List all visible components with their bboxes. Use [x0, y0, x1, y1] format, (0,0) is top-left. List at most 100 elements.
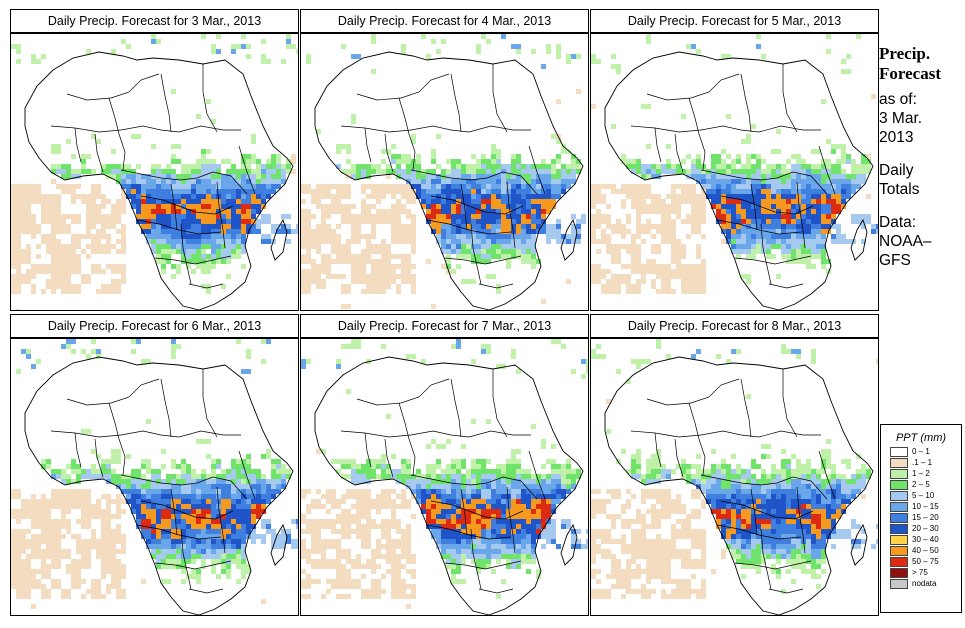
precip-cell	[341, 259, 346, 264]
precip-cell	[591, 214, 596, 219]
precip-cell	[516, 449, 521, 454]
precip-cell	[506, 474, 511, 479]
precip-cell	[431, 184, 436, 189]
precip-cell	[531, 424, 536, 429]
precip-cell	[96, 554, 101, 559]
precip-cell	[86, 504, 91, 509]
precip-cell	[356, 239, 361, 244]
precip-cell	[451, 179, 456, 184]
precip-cell	[66, 499, 71, 504]
precip-cell	[561, 234, 566, 239]
precip-cell	[741, 164, 746, 169]
precip-cell	[461, 554, 466, 559]
precip-cell	[271, 489, 276, 494]
precip-cell	[11, 549, 16, 554]
precip-cell	[731, 249, 736, 254]
precip-cell	[221, 244, 226, 249]
precip-cell	[476, 49, 481, 54]
precip-cell	[86, 559, 91, 564]
precip-cell	[366, 184, 371, 189]
precip-cell	[11, 219, 16, 224]
precip-cell	[71, 569, 76, 574]
precip-cell	[356, 234, 361, 239]
precip-cell	[176, 554, 181, 559]
precip-cell	[656, 194, 661, 199]
precip-cell	[661, 214, 666, 219]
precip-cell	[226, 189, 231, 194]
precip-cell	[691, 224, 696, 229]
precip-cell	[381, 194, 386, 199]
precip-cell	[561, 464, 566, 469]
precip-cell	[726, 154, 731, 159]
precip-cell	[231, 244, 236, 249]
precip-cell	[536, 214, 541, 219]
precip-cell	[341, 289, 346, 294]
precip-cell	[411, 139, 416, 144]
precip-cell	[176, 484, 181, 489]
precip-cell	[566, 524, 571, 529]
precip-cell	[246, 169, 251, 174]
precip-cell	[316, 189, 321, 194]
precip-cell	[426, 174, 431, 179]
precip-cell	[241, 564, 246, 569]
precip-cell	[196, 524, 201, 529]
precip-cell	[371, 274, 376, 279]
precip-map-canvas	[591, 34, 878, 310]
precip-cell	[611, 274, 616, 279]
precip-cell	[721, 224, 726, 229]
precip-cell	[221, 224, 226, 229]
precip-cell	[46, 509, 51, 514]
precip-cell	[301, 214, 306, 219]
precip-cell	[436, 519, 441, 524]
precip-cell	[711, 189, 716, 194]
precip-cell	[176, 464, 181, 469]
precip-cell	[161, 184, 166, 189]
precip-cell	[101, 509, 106, 514]
precip-cell	[156, 249, 161, 254]
precip-cell	[436, 539, 441, 544]
precip-cell	[131, 134, 136, 139]
precip-cell	[471, 559, 476, 564]
precip-cell	[171, 184, 176, 189]
precip-cell	[281, 229, 286, 234]
precip-cell	[486, 199, 491, 204]
precip-cell	[646, 169, 651, 174]
precip-cell	[216, 209, 221, 214]
precip-cell	[551, 199, 556, 204]
precip-cell	[426, 194, 431, 199]
precip-cell	[481, 344, 486, 349]
precip-cell	[141, 224, 146, 229]
precip-cell	[246, 164, 251, 169]
precip-cell	[31, 504, 36, 509]
precip-cell	[71, 234, 76, 239]
precip-cell	[361, 509, 366, 514]
precip-cell	[526, 474, 531, 479]
precip-cell	[681, 269, 686, 274]
precip-cell	[241, 34, 246, 39]
precip-cell	[261, 234, 266, 239]
precip-cell	[201, 564, 206, 569]
precip-cell	[686, 194, 691, 199]
precip-cell	[221, 544, 226, 549]
precip-cell	[766, 184, 771, 189]
precip-cell	[486, 239, 491, 244]
precip-cell	[541, 174, 546, 179]
precip-cell	[116, 479, 121, 484]
precip-cell	[251, 534, 256, 539]
precip-cell	[726, 204, 731, 209]
precip-cell	[811, 239, 816, 244]
precip-cell	[431, 484, 436, 489]
precip-cell	[531, 204, 536, 209]
precip-cell	[91, 544, 96, 549]
precip-cell	[111, 219, 116, 224]
precip-cell	[476, 219, 481, 224]
precip-cell	[496, 204, 501, 209]
precip-cell	[566, 469, 571, 474]
precip-cell	[396, 224, 401, 229]
precip-cell	[191, 489, 196, 494]
precip-cell	[306, 289, 311, 294]
precip-cell	[176, 534, 181, 539]
precip-cell	[406, 529, 411, 534]
precip-cell	[456, 459, 461, 464]
precip-cell	[741, 194, 746, 199]
